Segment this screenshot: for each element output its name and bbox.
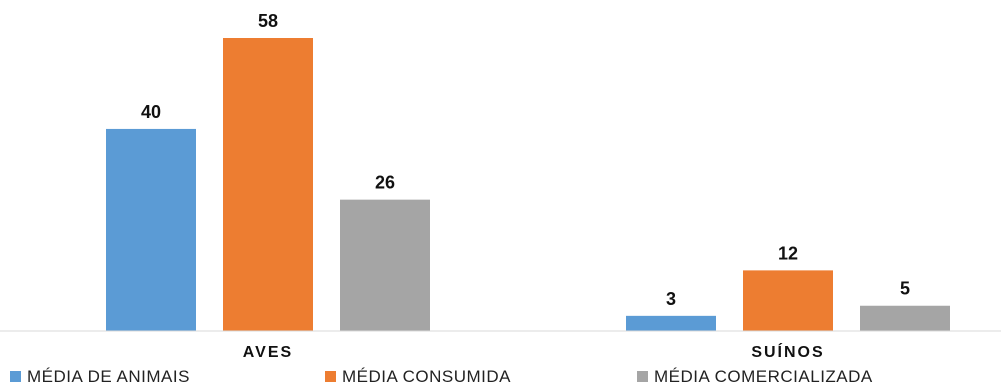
value-labels-layer: 40 58 26 3 12 5 bbox=[141, 11, 910, 309]
category-label-1: SUÍNOS bbox=[751, 342, 824, 361]
data-label-aves-series-1: 58 bbox=[258, 11, 278, 31]
bar-aves-series-0 bbox=[106, 128, 196, 331]
legend-label-2: MÉDIA COMERCIALIZADA bbox=[654, 367, 873, 386]
bar-suínos-series-1 bbox=[743, 270, 833, 331]
category-labels-layer: AVES SUÍNOS bbox=[243, 342, 824, 361]
bar-suínos-series-2 bbox=[860, 305, 950, 331]
bars-layer bbox=[106, 38, 950, 331]
legend-swatch-2 bbox=[637, 371, 648, 382]
data-label-aves-series-2: 26 bbox=[375, 173, 395, 193]
data-label-suínos-series-2: 5 bbox=[900, 279, 910, 299]
bar-aves-series-1 bbox=[223, 38, 313, 331]
legend-swatch-1 bbox=[325, 371, 336, 382]
legend-label-1: MÉDIA CONSUMIDA bbox=[342, 367, 511, 386]
data-label-suínos-series-1: 12 bbox=[778, 243, 798, 263]
data-label-aves-series-0: 40 bbox=[141, 102, 161, 122]
data-label-suínos-series-0: 3 bbox=[666, 289, 676, 309]
legend-label-0: MÉDIA DE ANIMAIS bbox=[27, 367, 190, 386]
bar-aves-series-2 bbox=[340, 199, 430, 331]
bar-suínos-series-0 bbox=[626, 315, 716, 331]
legend: MÉDIA DE ANIMAIS MÉDIA CONSUMIDA MÉDIA COM… bbox=[10, 367, 873, 386]
legend-swatch-0 bbox=[10, 371, 21, 382]
category-label-0: AVES bbox=[243, 344, 293, 361]
